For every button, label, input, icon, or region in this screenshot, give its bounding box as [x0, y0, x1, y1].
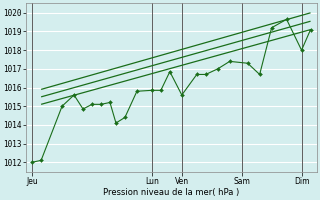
X-axis label: Pression niveau de la mer( hPa ): Pression niveau de la mer( hPa ): [103, 188, 239, 197]
